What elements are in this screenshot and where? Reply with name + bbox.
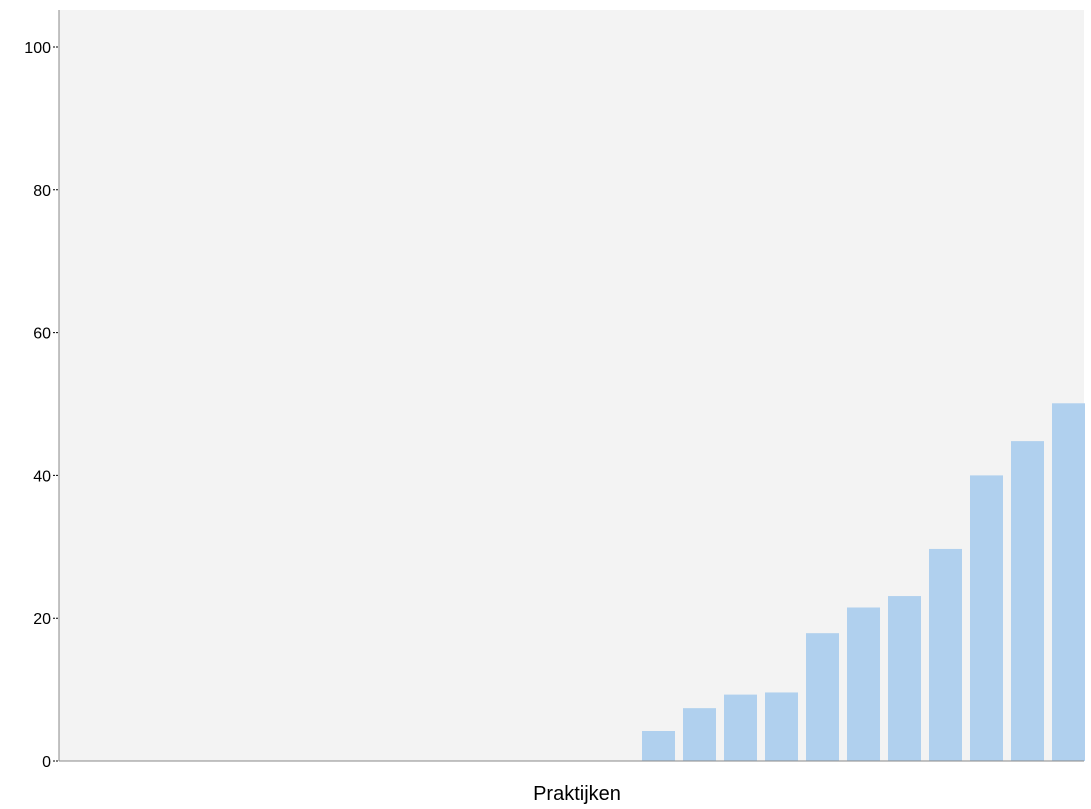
y-tick-label: 40	[33, 468, 51, 485]
bar-17	[806, 633, 839, 761]
bar-14	[683, 708, 716, 761]
y-axis-ticks: 0 20 40 60 80 100	[24, 40, 59, 771]
bar-13	[642, 731, 675, 761]
bar-19	[888, 596, 921, 761]
x-axis-label: Praktijken	[533, 783, 621, 805]
y-tick-label: 0	[42, 754, 51, 771]
y-tick-label: 20	[33, 611, 51, 628]
bar-22	[1011, 441, 1044, 761]
y-tick-label: 100	[24, 40, 51, 57]
y-tick-label: 80	[33, 183, 51, 200]
y-tick-label: 60	[33, 326, 51, 343]
bar-15	[724, 694, 757, 761]
bar-16	[765, 692, 798, 761]
bars	[642, 403, 1085, 761]
bar-18	[847, 607, 880, 761]
bar-20	[929, 548, 962, 761]
bar-21	[970, 475, 1003, 761]
bar-23	[1052, 403, 1085, 761]
